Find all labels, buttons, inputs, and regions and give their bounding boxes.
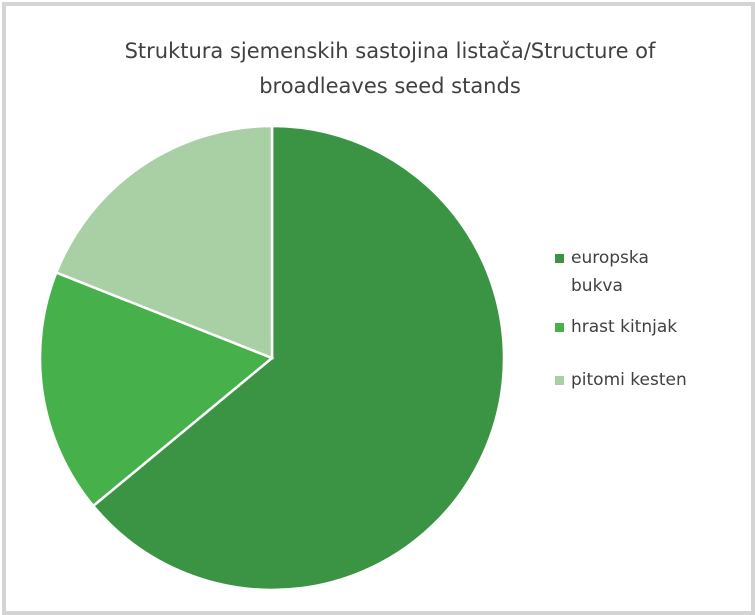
legend-swatch — [555, 323, 564, 332]
legend-label: europska bukva — [571, 248, 649, 296]
chart-title: Struktura sjemenskih sastojina listača/S… — [124, 39, 656, 98]
pie-slice — [91, 124, 506, 592]
legend-label: pitomi kesten — [571, 370, 687, 390]
legend-item: pitomi kesten — [555, 366, 705, 394]
pie-slice — [54, 124, 274, 360]
legend-item: hrast kitnjak — [555, 313, 705, 341]
legend-item: europska bukva — [555, 244, 705, 300]
legend-label: hrast kitnjak — [571, 317, 678, 337]
pie-slice — [38, 270, 275, 508]
legend-swatch — [555, 376, 564, 385]
legend-swatch — [555, 254, 564, 263]
